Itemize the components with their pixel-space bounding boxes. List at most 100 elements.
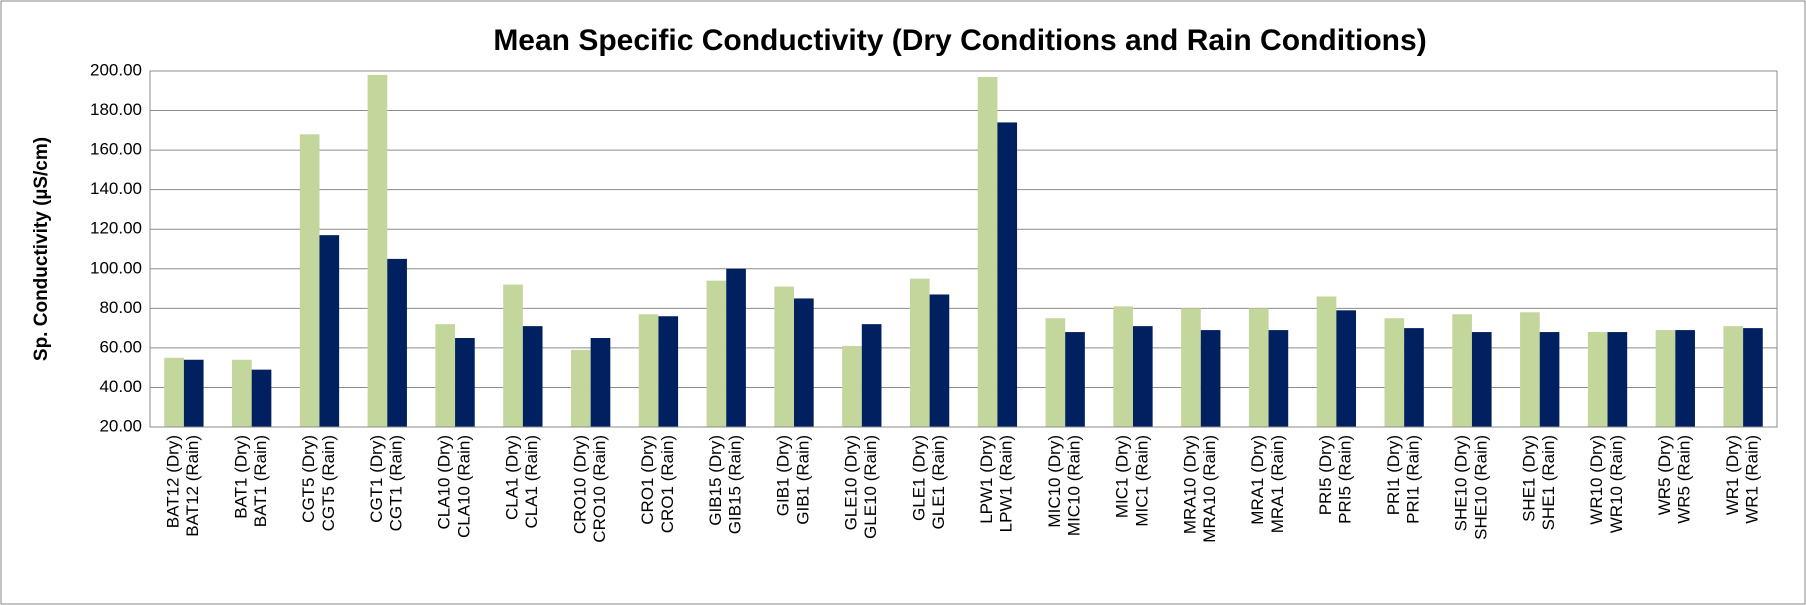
bar [929, 294, 950, 427]
x-tick-label: CGT1 (Dry) [367, 435, 386, 523]
bar [367, 74, 388, 427]
chart-title: Mean Specific Conductivity (Dry Conditio… [493, 24, 1426, 57]
bar [1384, 318, 1405, 427]
bar [387, 258, 407, 427]
bar [435, 324, 456, 427]
x-tick-label: SHE10 (Rain) [1471, 435, 1490, 540]
bar [503, 284, 523, 427]
x-tick-label: CLA10 (Dry) [435, 435, 454, 529]
y-tick-label: 200.00 [90, 60, 142, 79]
x-tick-label: LPW1 (Rain) [997, 435, 1016, 532]
x-tick-label: GIB15 (Dry) [706, 435, 725, 526]
x-tick-label: CGT5 (Dry) [299, 435, 318, 523]
y-tick-label: 100.00 [90, 258, 142, 277]
x-tick-label: CLA1 (Dry) [503, 435, 522, 520]
y-axis-label: Sp. Conductivity (µS/cm) [31, 137, 52, 361]
bar [1655, 330, 1676, 427]
y-tick-label: 80.00 [99, 298, 142, 317]
bar [1268, 330, 1289, 427]
x-tick-label: WR5 (Rain) [1675, 435, 1694, 524]
y-tick-label: 160.00 [90, 140, 142, 159]
x-tick-label: LPW1 (Dry) [977, 435, 996, 524]
bar [1587, 332, 1608, 427]
bar [1404, 328, 1424, 427]
x-tick-label: MRA1 (Dry) [1248, 435, 1267, 525]
x-tick-label: WR10 (Rain) [1607, 435, 1626, 533]
bar [1539, 332, 1560, 427]
bar [997, 122, 1018, 427]
bar [1113, 306, 1133, 427]
x-tick-label: GLE10 (Dry) [841, 435, 860, 530]
y-tick-label: 60.00 [99, 337, 142, 356]
x-tick-label: CGT5 (Rain) [319, 435, 338, 531]
x-tick-label: CRO1 (Rain) [658, 435, 677, 533]
bar [658, 316, 679, 427]
x-tick-label: CRO1 (Dry) [638, 435, 657, 525]
bar [570, 349, 591, 427]
y-tick-label: 180.00 [90, 100, 142, 119]
bar [706, 280, 727, 427]
x-tick-label: SHE10 (Dry) [1452, 435, 1471, 531]
x-tick-label: MRA1 (Rain) [1268, 435, 1287, 533]
bar [1065, 332, 1085, 427]
x-tick-label: GIB15 (Rain) [726, 435, 745, 534]
bar [1471, 332, 1492, 427]
x-tick-label: GIB1 (Dry) [774, 435, 793, 516]
x-tick-label: CLA10 (Rain) [454, 435, 473, 538]
x-tick-label: MIC1 (Rain) [1132, 435, 1151, 527]
x-tick-label: CRO10 (Dry) [570, 435, 589, 534]
x-tick-label: CGT1 (Rain) [387, 435, 406, 531]
x-tick-label: SHE1 (Rain) [1539, 435, 1558, 530]
bar [455, 338, 475, 427]
x-tick-label: BAT12 (Rain) [183, 435, 202, 537]
bar [1200, 330, 1221, 427]
x-tick-label: BAT12 (Dry) [164, 435, 183, 528]
bar [251, 369, 272, 427]
x-tick-label: CLA1 (Rain) [522, 435, 541, 529]
x-tick-label: PRI1 (Dry) [1384, 435, 1403, 515]
bar [1675, 330, 1695, 427]
bar [1316, 296, 1337, 427]
bar [164, 357, 184, 427]
bar [842, 345, 862, 427]
x-tick-label: BAT1 (Rain) [251, 435, 270, 527]
x-tick-label: PRI5 (Rain) [1336, 435, 1355, 524]
x-tick-label: GIB1 (Rain) [793, 435, 812, 525]
bar [1132, 326, 1153, 427]
x-tick-label: MIC1 (Dry) [1113, 435, 1132, 518]
x-tick-label: GLE1 (Rain) [929, 435, 948, 529]
x-tick-label: MRA10 (Dry) [1180, 435, 1199, 534]
x-tick-label: GLE10 (Rain) [861, 435, 880, 539]
bar [1336, 310, 1357, 427]
y-tick-label: 140.00 [90, 179, 142, 198]
x-tick-label: BAT1 (Dry) [231, 435, 250, 519]
bar [319, 235, 340, 427]
y-tick-label: 40.00 [99, 377, 142, 396]
bar [1607, 332, 1628, 427]
y-tick-label: 120.00 [90, 219, 142, 238]
bar [1452, 314, 1472, 427]
bar [1723, 326, 1744, 427]
bar [1181, 308, 1201, 427]
y-tick-label: 20.00 [99, 416, 142, 435]
x-tick-label: WR1 (Rain) [1742, 435, 1761, 524]
x-tick-label: MIC10 (Dry) [1045, 435, 1064, 528]
x-tick-label: PRI1 (Rain) [1403, 435, 1422, 524]
bar [183, 359, 204, 427]
bar [590, 338, 611, 427]
x-tick-label: WR5 (Dry) [1655, 435, 1674, 515]
bar [977, 76, 998, 427]
bar [232, 359, 252, 427]
bar [1248, 308, 1269, 427]
x-tick-label: CRO10 (Rain) [590, 435, 609, 543]
x-tick-label: MIC10 (Rain) [1065, 435, 1084, 536]
bar [638, 314, 659, 427]
x-tick-label: GLE1 (Dry) [909, 435, 928, 521]
bar [861, 324, 882, 427]
x-tick-label: WR10 (Dry) [1587, 435, 1606, 525]
bar [726, 268, 746, 427]
x-tick-label: PRI5 (Dry) [1316, 435, 1335, 515]
bar [1045, 318, 1066, 427]
bar [794, 298, 814, 427]
